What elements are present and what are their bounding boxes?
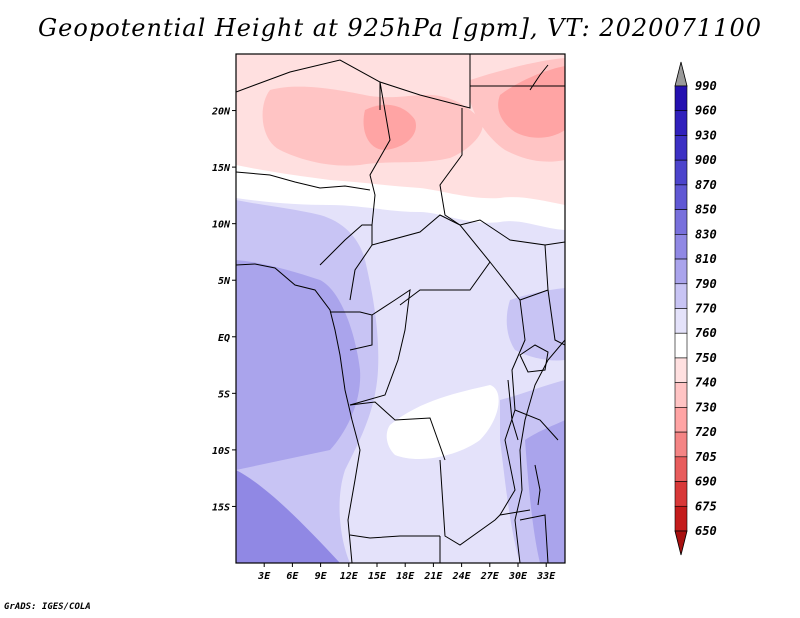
y-tick-label-7: 15S [212, 502, 230, 513]
border-zambia [439, 459, 531, 546]
colorbar-label-650: 650 [695, 524, 717, 538]
colorbar-label-900: 900 [695, 153, 717, 167]
colorbar-label-705: 705 [695, 450, 717, 464]
chart-title: Geopotential Height at 925hPa [gpm], VT:… [38, 14, 762, 42]
y-axis-ticks: 20N 15N 10N 5N EQ 5S 10S 15S [211, 107, 236, 513]
colorbar-label-720: 720 [695, 425, 717, 439]
lake-malawi [534, 464, 541, 506]
x-tick-label-9: 30E [508, 571, 528, 582]
colorbar-label-690: 690 [695, 475, 717, 489]
x-axis-ticks: 3E 6E 9E 12E 15E 18E 21E 24E 27E 30E 33E [257, 563, 556, 582]
colorbar-label-750: 750 [695, 351, 717, 365]
x-tick-label-3: 12E [340, 571, 359, 582]
border-chad-sudan [439, 108, 463, 226]
border-algeria-niger [236, 59, 381, 110]
colorbar-label-740: 740 [695, 376, 717, 390]
map-frame [235, 53, 566, 564]
x-tick-label-5: 18E [396, 571, 415, 582]
colorbar-arrow-bottom [674, 530, 688, 556]
colorbar-swatch-1 [674, 85, 688, 112]
colorbar-label-960: 960 [695, 104, 717, 118]
border-congo-drc [349, 288, 411, 406]
coastline-west [236, 263, 361, 563]
y-tick-label-5: 5S [218, 389, 230, 400]
colorbar-swatch-9 [674, 283, 688, 309]
colorbar-swatch-8 [674, 258, 688, 285]
region-angola-low [386, 385, 499, 460]
colorbar-arrow-top [674, 61, 688, 87]
border-gabon [330, 311, 373, 351]
map-fill [236, 54, 565, 563]
colorbar-swatch-2 [674, 110, 688, 136]
x-tick-label-10: 33E [536, 571, 556, 582]
lake-victoria [519, 344, 549, 373]
y-tick-label-2: 10N [212, 220, 231, 231]
red-sea-coast [529, 64, 549, 91]
colorbar-swatch-14 [674, 407, 688, 433]
colorbar-swatch-11 [674, 332, 688, 359]
region-southwest-ocean [236, 470, 340, 563]
border-mozambique [519, 514, 549, 563]
colorbar-swatch-18 [674, 505, 688, 532]
colorbar-swatch-15 [674, 431, 688, 458]
x-tick-label-0: 3E [257, 571, 271, 582]
colorbar-swatch-7 [674, 234, 688, 260]
y-tick-label-4: EQ [218, 333, 230, 344]
colorbar-swatch-3 [674, 135, 688, 161]
region-lake-chad-core [363, 104, 416, 150]
border-ethiopia [544, 241, 565, 246]
border-nigeria-cameroon [319, 224, 373, 301]
country-borders [236, 54, 565, 563]
colorbar-swatch-6 [674, 209, 688, 235]
border-tanzania [514, 409, 559, 441]
colorbar-swatch-4 [674, 159, 688, 186]
colorbar-swatch-16 [674, 456, 688, 482]
x-tick-label-1: 6E [286, 571, 299, 582]
colorbar-swatch-13 [674, 382, 688, 408]
region-sudan-core [498, 66, 565, 138]
colorbar-label-675: 675 [695, 499, 717, 513]
x-tick-label-2: 9E [315, 571, 328, 582]
region-east-coast-core [525, 420, 565, 563]
colorbar-label-790: 790 [695, 277, 717, 291]
colorbar-label-870: 870 [695, 178, 717, 192]
lake-tanganyika [507, 379, 519, 441]
border-sahel-south [236, 171, 371, 191]
colorbar-label-760: 760 [695, 326, 717, 340]
border-car [371, 214, 491, 306]
colorbar-label-930: 930 [695, 128, 717, 142]
colorbar-label-830: 830 [695, 227, 717, 241]
x-tick-label-6: 21E [423, 571, 443, 582]
x-tick-label-4: 15E [368, 571, 387, 582]
border-niger-chad [369, 81, 391, 226]
grads-credit: GrADS: IGES/COLA [4, 602, 91, 612]
colorbar: 990 960 930 900 870 850 830 810 790 770 760 750 740 7… [674, 61, 717, 556]
border-angola-drc [349, 401, 446, 461]
x-tick-label-7: 24E [452, 571, 472, 582]
y-tick-label-3: 5N [218, 276, 231, 287]
x-tick-label-8: 27E [480, 571, 500, 582]
border-kenya [547, 289, 565, 346]
colorbar-label-850: 850 [695, 203, 717, 217]
y-tick-label-0: 20N [211, 107, 231, 118]
colorbar-label-810: 810 [695, 252, 717, 266]
colorbar-swatch-17 [674, 481, 688, 507]
region-west-coast [236, 260, 361, 470]
colorbar-label-990: 990 [695, 79, 717, 93]
y-tick-label-6: 10S [212, 446, 230, 457]
border-angola-south [349, 534, 440, 539]
colorbar-swatch-5 [674, 184, 688, 210]
colorbar-swatch-10 [674, 308, 688, 334]
y-tick-label-1: 15N [212, 163, 231, 174]
colorbar-label-730: 730 [695, 400, 717, 414]
colorbar-label-770: 770 [695, 302, 717, 316]
border-libya-egypt [379, 54, 471, 109]
colorbar-swatch-12 [674, 357, 688, 383]
